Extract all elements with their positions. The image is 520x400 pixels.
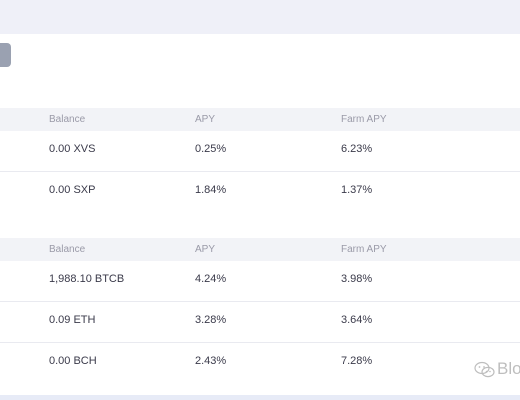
column-header-apy: APY: [195, 244, 216, 255]
table-row[interactable]: 0.00 SXP 1.84% 1.37%: [0, 172, 520, 212]
farm-apy-cell: 3.64%: [341, 314, 373, 326]
wechat-icon: [474, 361, 495, 378]
table-row[interactable]: 0.09 ETH 3.28% 3.64%: [0, 302, 520, 343]
column-header-farm-apy: Farm APY: [341, 114, 387, 125]
top-band: [0, 0, 520, 34]
apy-cell: 1.84%: [195, 184, 227, 196]
apy-cell: 3.28%: [195, 314, 227, 326]
balance-cell: 0.00 XVS: [49, 143, 96, 155]
watermark: Blo: [474, 359, 520, 381]
balance-cell: 0.00 SXP: [49, 184, 96, 196]
apy-cell: 2.43%: [195, 355, 227, 367]
table-header: Balance APY Farm APY: [0, 108, 520, 131]
farm-apy-cell: 1.37%: [341, 184, 373, 196]
balance-cell: 0.09 ETH: [49, 314, 96, 326]
balance-cell: 0.00 BCH: [49, 355, 97, 367]
apy-cell: 0.25%: [195, 143, 227, 155]
farm-apy-cell: 6.23%: [341, 143, 373, 155]
column-header-apy: APY: [195, 114, 216, 125]
table-row[interactable]: 0.00 BCH 2.43% 7.28%: [0, 343, 520, 383]
bottom-band: [0, 395, 520, 400]
column-header-balance: Balance: [49, 244, 86, 255]
table-row[interactable]: 1,988.10 BTCB 4.24% 3.98%: [0, 261, 520, 302]
apy-cell: 4.24%: [195, 273, 227, 285]
column-header-farm-apy: Farm APY: [341, 244, 387, 255]
column-header-balance: Balance: [49, 114, 86, 125]
collapsed-tab-button[interactable]: [0, 43, 11, 67]
table-row[interactable]: 0.00 XVS 0.25% 6.23%: [0, 131, 520, 172]
farm-apy-cell: 3.98%: [341, 273, 373, 285]
balance-cell: 1,988.10 BTCB: [49, 273, 125, 285]
table-header: Balance APY Farm APY: [0, 238, 520, 261]
watermark-text: Blo: [497, 359, 520, 378]
farm-apy-cell: 7.28%: [341, 355, 373, 367]
